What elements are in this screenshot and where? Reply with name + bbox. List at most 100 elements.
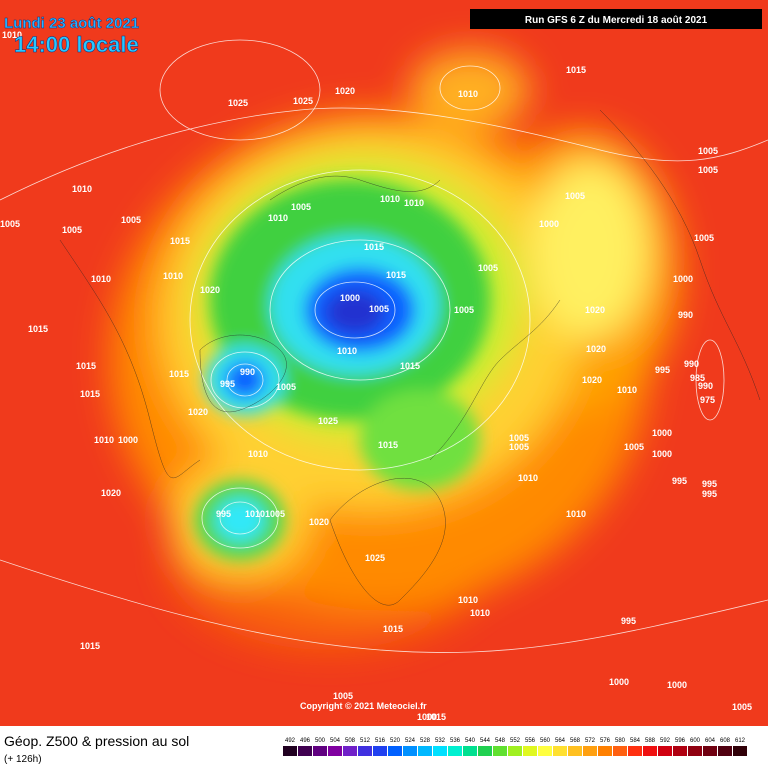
isobar-label: 1010 [94,435,114,445]
legend-swatch [733,746,747,756]
isobar-label: 1010 [163,271,183,281]
isobar-label: 1020 [101,488,121,498]
legend-swatch [343,746,357,756]
isobar-label: 1005 [276,382,296,392]
isobar-label: 1010 [470,608,490,618]
isobar-label: 995 [220,379,235,389]
legend-swatch [538,746,552,756]
legend-swatch [433,746,447,756]
legend-label: 528 [420,738,431,744]
isobar-label: 990 [240,367,255,377]
coastlines [59,109,761,606]
isobar-label: 1000 [673,274,693,284]
isobar-label: 1015 [80,389,100,399]
legend-swatch [613,746,627,756]
legend-swatch [583,746,597,756]
isobar-label: 1005 [694,233,714,243]
isobar-label: 1005 [291,202,311,212]
isobar-label: 1015 [170,236,190,246]
isobar-label: 975 [700,395,715,405]
legend-swatch [328,746,342,756]
isobar-label: 1010 [268,213,288,223]
run-box [470,9,762,29]
legend-label: 544 [480,738,491,744]
isobar-label: 1010 [380,194,400,204]
isobar-label: 1010 [566,509,586,519]
legend-label: 584 [630,738,641,744]
low-cores [195,180,490,560]
isobar-label: 1010 [91,274,111,284]
isobar-label: 1005 [369,304,389,314]
isobar-label: 1015 [76,361,96,371]
isobar-label: 1005 [698,146,718,156]
legend-swatch [298,746,312,756]
isobar-label: 1010 [2,30,22,40]
isobar-label: 1015 [364,242,384,252]
legend-label: 568 [570,738,581,744]
isobar-label: 1005 [265,509,285,519]
copyright: Copyright © 2021 Meteociel.fr [300,701,427,711]
legend-label: 588 [645,738,656,744]
isobar-label: 985 [690,373,705,383]
isobar-label: 1015 [386,270,406,280]
legend-swatch [358,746,372,756]
isobar-label: 1010 [458,89,478,99]
isobar-label: 990 [698,381,713,391]
legend-label: 516 [375,738,386,744]
isobar-label: 1010 [248,449,268,459]
isobar-label: 1020 [309,517,329,527]
isobar-label: 1000 [539,219,559,229]
legend-label: 560 [540,738,551,744]
legend-label: 492 [285,738,296,744]
legend-swatch [673,746,687,756]
isobar-label: 1005 [62,225,82,235]
legend-label: 496 [300,738,311,744]
legend-label: 556 [525,738,536,744]
legend-label: 512 [360,738,371,744]
legend-label: 604 [705,738,716,744]
isobar-label: 1005 [624,442,644,452]
isobar-label: 1015 [169,369,189,379]
legend-swatch [448,746,462,756]
isobar-label: 1015 [80,641,100,651]
isobar-label: 1020 [585,305,605,315]
isobar-label: 1005 [565,191,585,201]
isobar-label: 1005 [509,442,529,452]
legend-label: 596 [675,738,686,744]
legend-swatch [283,746,297,756]
isobar-label: 990 [678,310,693,320]
isobar-label: 1005 [478,263,498,273]
legend-swatch [478,746,492,756]
legend-swatch [703,746,717,756]
legend-swatch [373,746,387,756]
legend-label: 600 [690,738,701,744]
isobar-label: 1020 [586,344,606,354]
isobar-label: 1005 [454,305,474,315]
legend-label: 580 [615,738,626,744]
legend-swatch [568,746,582,756]
isobar-label: 1000 [652,449,672,459]
forecast-time: 14:00 locale [14,32,139,57]
legend-swatch [418,746,432,756]
legend-label: 508 [345,738,356,744]
legend-swatch [658,746,672,756]
legend-label: 540 [465,738,476,744]
legend-swatch [493,746,507,756]
legend-label: 552 [510,738,521,744]
legend-label: 612 [735,738,746,744]
legend-swatch [553,746,567,756]
isobar-label: 1005 [121,215,141,225]
legend-swatch [403,746,417,756]
isobar-label: 1015 [378,440,398,450]
legend-swatch [523,746,537,756]
forecast-date: Lundi 23 août 2021 [4,15,139,32]
isobar-label: 1020 [335,86,355,96]
footer-subtitle: (+ 126h) [4,754,42,765]
isobar-label: 995 [702,479,717,489]
legend-label: 500 [315,738,326,744]
legend-label: 524 [405,738,416,744]
isobar-label: 1025 [318,416,338,426]
